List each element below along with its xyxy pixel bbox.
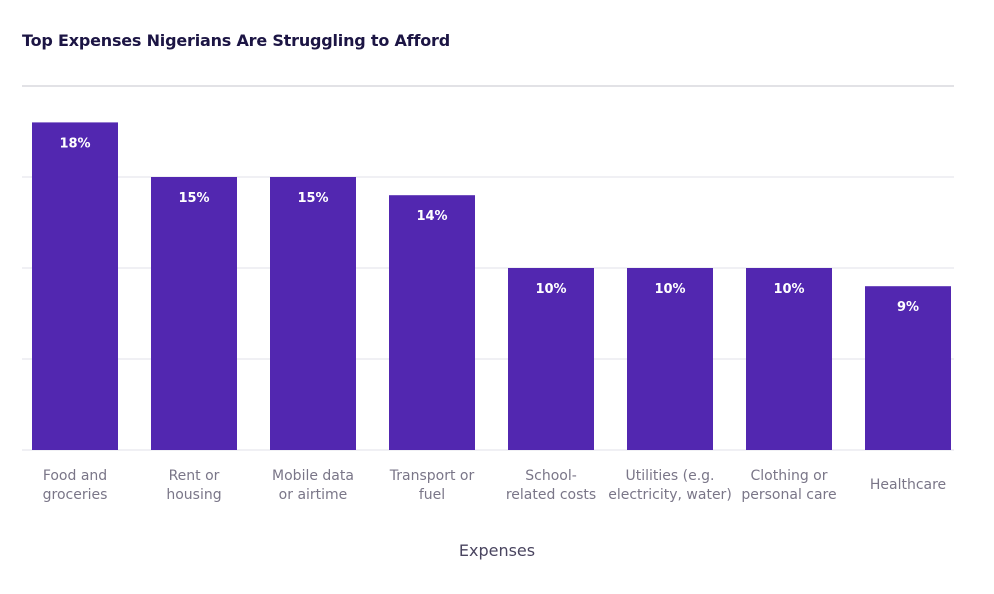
- category-label-line: related costs: [506, 487, 596, 503]
- category-label-line: Transport or: [389, 468, 475, 484]
- bar: [270, 177, 356, 450]
- category-label-line: electricity, water): [608, 487, 732, 503]
- bar: [508, 268, 594, 450]
- category-label: Clothing or personal care: [741, 468, 836, 503]
- value-labels: 18% 15% 15% 14% 10% 10% 10% 9%: [59, 136, 919, 315]
- category-label: Transport or fuel: [389, 468, 475, 503]
- category-label: Utilities (e.g. electricity, water): [608, 468, 732, 503]
- category-label: Food and groceries: [43, 468, 108, 503]
- category-label: Rent or housing: [166, 468, 221, 503]
- bar-value-label: 10%: [773, 282, 804, 297]
- category-label-line: Utilities (e.g.: [625, 468, 714, 484]
- bar: [151, 177, 237, 450]
- bar-value-label: 14%: [416, 209, 447, 224]
- bar-value-label: 9%: [897, 300, 919, 315]
- bar: [865, 286, 951, 450]
- category-label-line: fuel: [419, 487, 445, 503]
- bar: [32, 122, 118, 451]
- bar-value-label: 18%: [59, 136, 90, 151]
- category-label-line: Food and: [43, 468, 107, 484]
- category-label-line: Mobile data: [272, 468, 354, 484]
- category-label-line: Healthcare: [870, 477, 946, 493]
- category-label-line: personal care: [741, 487, 836, 503]
- category-label-line: Clothing or: [750, 468, 827, 484]
- category-label: Mobile data or airtime: [272, 468, 354, 503]
- bar-value-label: 10%: [535, 282, 566, 297]
- category-label-line: Rent or: [169, 468, 220, 484]
- bar-value-label: 15%: [178, 191, 209, 206]
- bar: [389, 195, 475, 450]
- category-label-line: School-: [525, 468, 577, 484]
- chart-title: Top Expenses Nigerians Are Struggling to…: [22, 31, 450, 50]
- x-axis-title: Expenses: [459, 541, 535, 560]
- category-label: School-related costs: [506, 468, 596, 503]
- category-label: Healthcare: [870, 477, 946, 493]
- bar-value-label: 10%: [654, 282, 685, 297]
- bar: [627, 268, 713, 450]
- category-label-line: housing: [166, 487, 221, 503]
- category-labels: Food and groceries Rent or housing Mobile da…: [43, 468, 947, 503]
- bar-value-label: 15%: [297, 191, 328, 206]
- category-label-line: or airtime: [279, 487, 348, 503]
- category-label-line: groceries: [43, 487, 108, 503]
- bar: [746, 268, 832, 450]
- bars: [32, 122, 951, 451]
